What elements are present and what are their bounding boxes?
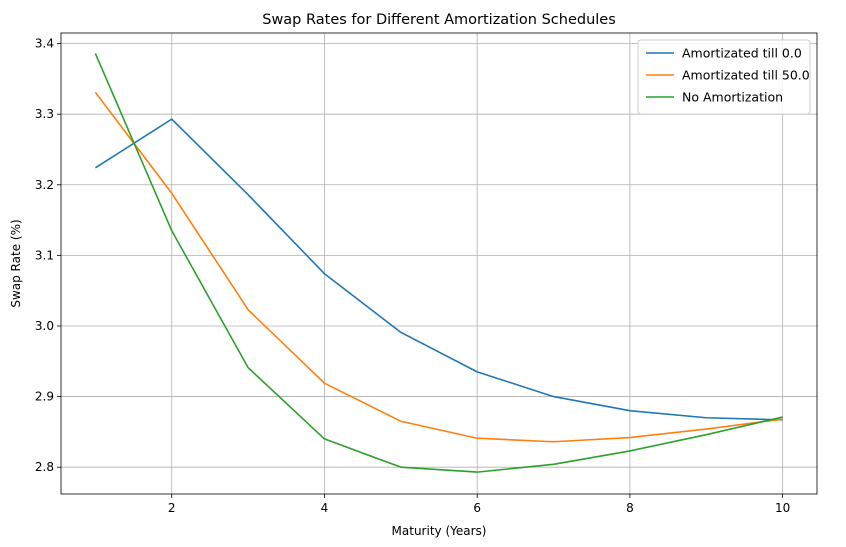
axis-ticks: 2 4 6 8 10 2.8 2.9 3.0 3.1 3.2 3.3 3.4: [35, 37, 790, 515]
plot-frame: [60, 32, 818, 495]
series-line: [94, 53, 783, 473]
legend-entry: Amortizated till 0.0: [682, 46, 802, 61]
x-tick-label: 6: [473, 501, 481, 515]
series-lines: [94, 53, 783, 473]
y-tick-label: 3.1: [35, 248, 54, 262]
y-tick-label: 3.0: [35, 319, 54, 333]
x-axis-label: Maturity (Years): [392, 524, 487, 538]
legend-box: [637, 39, 811, 115]
series-line: [94, 118, 783, 421]
legend: Amortizated till 0.0 Amortizated till 50.…: [637, 39, 811, 115]
x-tick-label: 10: [775, 501, 790, 515]
legend-entry: No Amortization: [682, 90, 783, 105]
legend-entry: Amortizated till 50.0: [682, 68, 810, 83]
series-line: [94, 91, 783, 443]
y-axis-label: Swap Rate (%): [9, 219, 23, 307]
chart-title: Swap Rates for Different Amortization Sc…: [262, 12, 616, 28]
x-tick-label: 4: [321, 501, 329, 515]
y-tick-label: 2.8: [35, 460, 54, 474]
y-tick-label: 2.9: [35, 390, 54, 404]
y-tick-label: 3.2: [35, 178, 54, 192]
y-tick-label: 3.3: [35, 107, 54, 121]
x-tick-label: 8: [626, 501, 634, 515]
x-tick-label: 2: [168, 501, 176, 515]
y-tick-label: 3.4: [35, 37, 54, 51]
